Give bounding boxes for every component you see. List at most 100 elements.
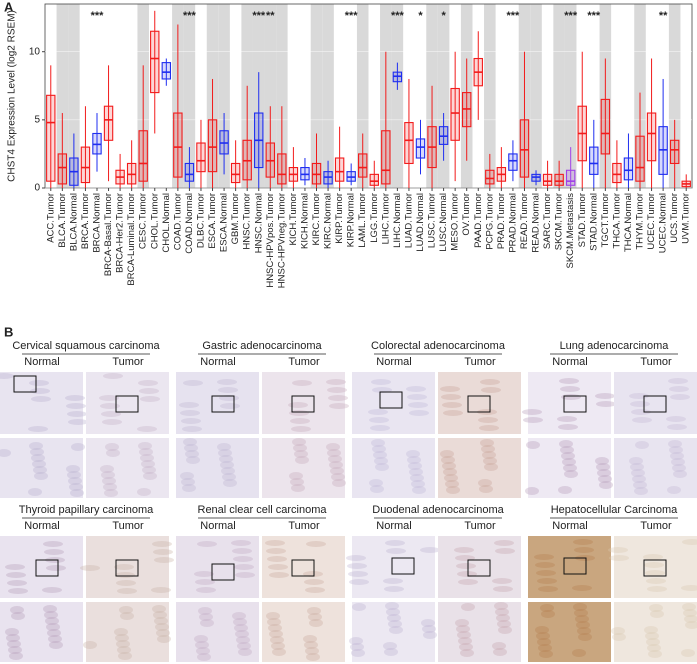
tissue-texture [560, 446, 574, 454]
tissue-texture [497, 620, 511, 628]
group-shade [484, 4, 496, 188]
tissue-texture [45, 617, 59, 625]
x-tick-label: OV.Tumor [461, 193, 472, 236]
tissue-texture [577, 627, 591, 635]
tissue-texture [681, 585, 697, 591]
tissue-texture [478, 417, 498, 423]
tissue-texture [461, 603, 475, 611]
tissue-texture [422, 625, 436, 633]
tissue-texture [235, 572, 255, 578]
tissue-texture [328, 455, 342, 463]
tissue-texture [232, 548, 252, 554]
tissue-texture [182, 484, 196, 492]
tissue-texture [142, 466, 156, 474]
tissue-texture [304, 641, 318, 649]
tissue-texture [116, 580, 136, 586]
tissue-texture [456, 563, 476, 569]
tissue-texture [492, 642, 506, 650]
tissue-texture [481, 445, 495, 453]
tissue-texture [389, 626, 403, 634]
tissue-texture [406, 386, 426, 392]
micrograph-bg [614, 438, 697, 498]
tissue-texture [195, 641, 209, 649]
tissue-texture [540, 604, 554, 612]
significance-label: ** [659, 10, 668, 22]
x-tick-label: KICH.Normal [299, 193, 310, 249]
micrograph [262, 372, 349, 434]
tissue-title: Cervical squamous carcinoma [12, 340, 160, 352]
x-tick-label: PRAD.Normal [507, 193, 518, 253]
tissue-texture [332, 479, 346, 487]
tumor-label: Tumor [112, 520, 144, 532]
tissue-texture [102, 477, 116, 485]
tissue-texture [327, 387, 347, 393]
x-tick-label: ESCA.Normal [219, 193, 230, 252]
significance-label: *** [506, 10, 520, 22]
tissue-texture [44, 549, 64, 555]
tissue-texture [115, 572, 135, 578]
tissue-texture [558, 424, 578, 430]
group-shade [276, 4, 288, 188]
tissue-texture [558, 486, 572, 494]
tissue-texture [560, 386, 580, 392]
tissue-texture [408, 462, 422, 470]
tissue-texture [349, 579, 369, 585]
tissue-texture [30, 388, 50, 394]
tissue-texture [289, 472, 303, 480]
tissue-texture [29, 380, 49, 386]
micrograph-bg [176, 602, 259, 662]
tumor-label: Tumor [640, 520, 672, 532]
tissue-texture [349, 637, 363, 645]
box [80, 146, 91, 184]
tissue-texture [385, 602, 399, 610]
tissue-texture [67, 471, 81, 479]
box [369, 173, 379, 186]
group-shade [68, 4, 80, 188]
tissue-texture [49, 641, 63, 649]
micrograph-bg [262, 372, 345, 434]
tissue-texture [137, 488, 151, 496]
tissue-texture [183, 380, 203, 386]
significance-label: *** [391, 10, 405, 22]
tissue-texture [442, 462, 456, 470]
x-tick-label: UCS.Tumor [669, 193, 680, 243]
micrograph [0, 438, 85, 498]
significance-label: ** [266, 10, 275, 22]
box [277, 153, 287, 185]
micrograph [346, 536, 440, 598]
tissue-texture [350, 643, 364, 651]
tissue-texture [534, 554, 554, 560]
tissue-texture [71, 443, 85, 451]
tissue-texture [644, 562, 664, 568]
tissue-texture [443, 468, 457, 476]
box [415, 138, 426, 159]
tissue-texture [672, 464, 686, 472]
tissue-texture [326, 443, 340, 451]
micrograph [0, 536, 83, 598]
tissue-texture [384, 586, 404, 592]
x-tick-label: BLCA.Normal [68, 193, 79, 251]
tissue-texture [155, 623, 169, 631]
tissue-texture [48, 635, 62, 643]
tissue-texture [309, 619, 323, 627]
tissue-texture [290, 478, 304, 486]
tissue-texture [646, 578, 666, 584]
tissue-texture [495, 548, 515, 554]
tissue-texture [666, 416, 686, 422]
normal-label: Normal [200, 520, 235, 532]
tissue-texture [68, 419, 88, 425]
tissue-texture [478, 479, 492, 487]
tissue-texture [186, 456, 200, 464]
tissue-texture [536, 570, 556, 576]
tissue-texture [647, 586, 667, 592]
micrograph [176, 536, 259, 598]
tissue-texture [384, 648, 398, 656]
tissue-texture [0, 449, 11, 457]
x-tick-label: BLCA.Tumor [57, 193, 68, 248]
tissue-texture [526, 441, 540, 449]
tissue-texture [235, 630, 249, 638]
tissue-texture [564, 470, 578, 478]
tissue-texture [5, 564, 25, 570]
significance-label: *** [587, 10, 601, 22]
tissue-texture [117, 588, 137, 594]
